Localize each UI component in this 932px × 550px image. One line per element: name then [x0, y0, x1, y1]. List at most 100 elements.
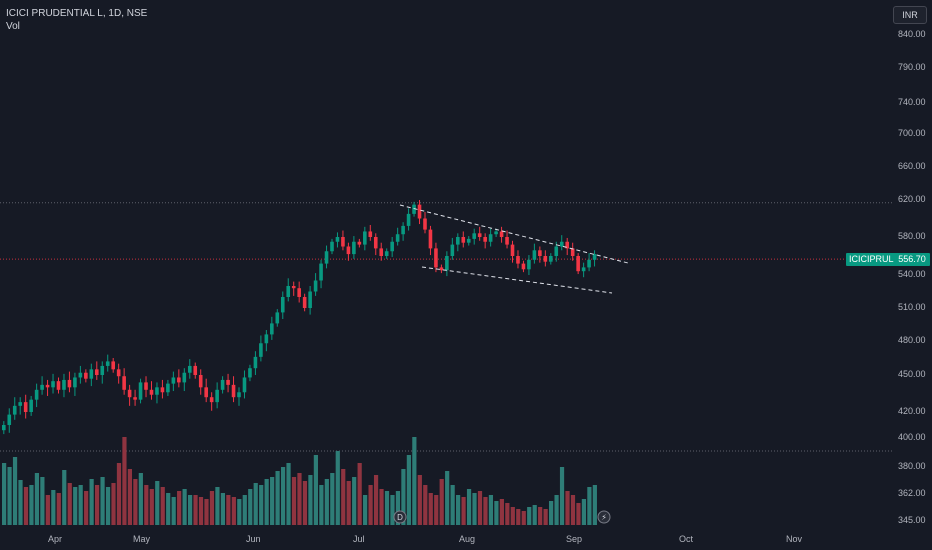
candle-body: [538, 250, 542, 256]
candle-body: [373, 237, 378, 249]
volume-bar: [581, 499, 587, 525]
volume-bar: [428, 493, 433, 525]
volume-bar: [576, 503, 581, 525]
candle-body: [160, 387, 165, 393]
volume-bar: [483, 497, 488, 525]
volume-bar: [390, 495, 395, 525]
volume-bar: [488, 495, 494, 525]
volume-bar: [532, 505, 537, 525]
volume-bar: [395, 491, 401, 525]
volume-indicator-label: Vol: [6, 21, 20, 32]
candle-body: [363, 231, 367, 245]
volume-bar: [105, 487, 111, 525]
volume-bar: [23, 487, 29, 525]
candle-body: [494, 231, 498, 235]
volume-bar: [527, 507, 532, 525]
volume-bar: [401, 469, 406, 525]
price-axis-label: 362.00: [898, 488, 926, 498]
dividend-marker-label: D: [397, 513, 403, 522]
volume-bar: [62, 470, 67, 525]
price-axis-label: 620.00: [898, 194, 926, 204]
volume-bar: [466, 489, 472, 525]
volume-bar: [417, 475, 422, 525]
volume-bar: [138, 473, 143, 525]
candle-body: [23, 402, 28, 412]
volume-bar: [259, 485, 264, 525]
candle-body: [270, 323, 274, 335]
volume-bar: [554, 495, 559, 525]
candle-body: [182, 372, 187, 383]
volume-bar: [144, 485, 149, 525]
candle-body: [149, 389, 154, 395]
volume-bar: [237, 499, 242, 525]
price-axis-label: 580.00: [898, 231, 926, 241]
volume-bar: [505, 503, 510, 525]
candle-body: [62, 379, 66, 390]
volume-bar: [335, 451, 340, 525]
candle-body: [390, 241, 394, 252]
candle-body: [248, 368, 252, 378]
candle-body: [352, 241, 356, 255]
volume-bar: [215, 487, 220, 525]
volume-bar: [89, 479, 94, 525]
candle-body: [94, 369, 99, 375]
volume-bar: [516, 509, 521, 525]
volume-bar: [127, 469, 133, 525]
currency-button[interactable]: INR: [893, 6, 927, 24]
candle-body: [499, 231, 504, 237]
candle-body: [2, 425, 6, 431]
candle-body: [412, 204, 416, 214]
candle-body: [341, 237, 345, 247]
volume-bar: [379, 489, 384, 525]
volume-bar: [67, 483, 72, 525]
volume-bar: [171, 497, 176, 525]
candle-body: [516, 256, 520, 264]
candle-body: [264, 334, 269, 344]
volume-bar: [319, 485, 324, 525]
candle-body: [330, 241, 334, 252]
volume-bar: [51, 490, 56, 525]
candle-body: [477, 233, 482, 237]
time-axis-label: Jun: [246, 534, 261, 544]
candle-body: [445, 256, 449, 271]
candle-body: [401, 225, 405, 235]
price-axis-label: 540.00: [898, 269, 926, 279]
time-axis-label: Aug: [459, 534, 476, 544]
last-price-tag: 556.70: [894, 253, 930, 266]
price-axis-label: 740.00: [898, 97, 926, 107]
candle-body: [324, 251, 329, 264]
volume-bar: [187, 495, 193, 525]
chart-legend: ICICI PRUDENTIAL L, 1D, NSE Vol: [6, 7, 147, 33]
price-axis-label: 510.00: [898, 302, 926, 312]
symbol-price-tag: ICICIPRULI: [846, 253, 900, 266]
candle-body: [576, 256, 580, 272]
volume-bar: [7, 467, 12, 525]
volume-bar: [73, 487, 78, 525]
price-axis-label: 700.00: [898, 128, 926, 138]
candle-body: [34, 389, 39, 400]
volume-bar: [133, 479, 138, 525]
candle-body: [302, 297, 307, 308]
price-axis-label: 790.00: [898, 62, 926, 72]
candle-body: [253, 356, 258, 369]
candle-body: [198, 375, 203, 388]
wedge-upper-trendline: [399, 204, 629, 264]
volume-bar: [177, 491, 182, 525]
volume-bar: [209, 491, 215, 525]
volume-bar: [40, 477, 45, 525]
volume-bar: [204, 499, 209, 525]
candle-body: [7, 414, 12, 425]
volume-bar: [275, 471, 280, 525]
candle-body: [559, 241, 564, 247]
time-axis-label: Oct: [679, 534, 694, 544]
candle-body: [510, 244, 515, 256]
candle-body: [40, 384, 44, 390]
candle-body: [231, 384, 236, 398]
candle-body: [286, 286, 291, 297]
candle-body: [346, 246, 351, 255]
candle-body: [521, 263, 526, 270]
candle-body: [18, 402, 23, 406]
volume-bar: [445, 471, 450, 525]
volume-bar: [477, 491, 483, 525]
